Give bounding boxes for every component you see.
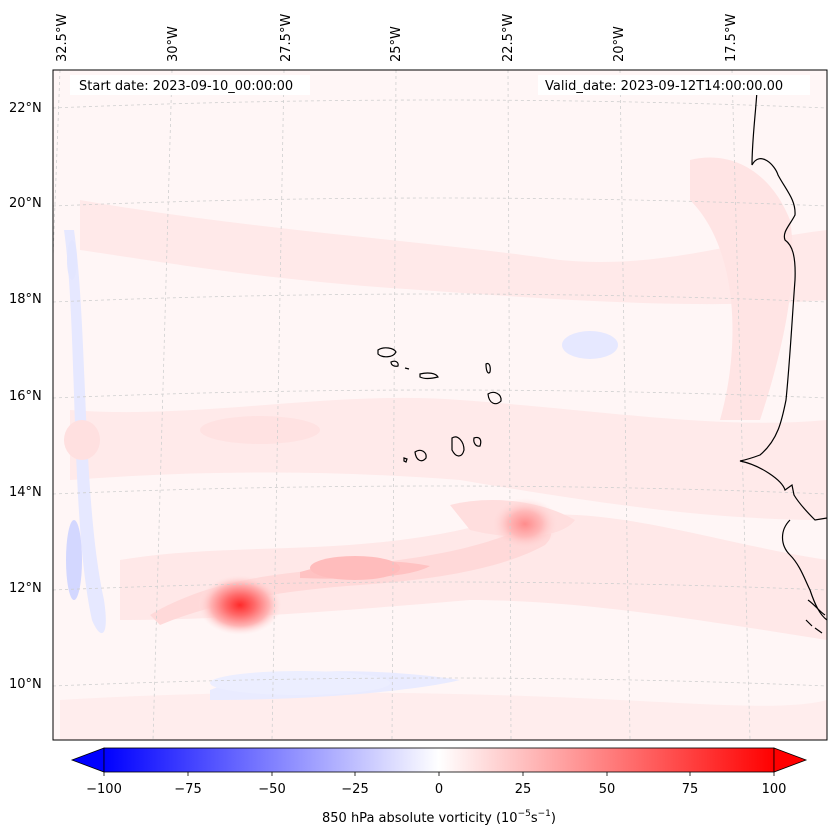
lat-label: 14°N xyxy=(9,485,42,500)
island-santiago xyxy=(451,436,465,457)
colorbar-low-extension xyxy=(70,747,105,773)
island-santa-luzia xyxy=(404,367,410,370)
colorbar-tick-label: −50 xyxy=(258,782,285,797)
lat-label: 20°N xyxy=(9,196,42,211)
africa-coastline xyxy=(739,89,827,521)
island-fogo xyxy=(414,449,427,462)
lat-label: 18°N xyxy=(9,292,42,307)
valid-date-box xyxy=(538,75,810,95)
lat-label: 16°N xyxy=(9,389,42,404)
colorbar-gradient xyxy=(103,747,775,773)
lon-label: 20°W xyxy=(612,26,627,62)
lat-label: 10°N xyxy=(9,677,42,692)
colorbar-tick-label: 50 xyxy=(599,782,616,797)
lon-label: 27.5°W xyxy=(279,14,294,62)
colorbar-tick-label: 25 xyxy=(515,782,532,797)
island-maio xyxy=(473,436,482,447)
colorbar-tick-label: 100 xyxy=(762,782,787,797)
lon-label: 32.5°W xyxy=(55,14,70,62)
lon-label: 25°W xyxy=(389,26,404,62)
island-santo-antao xyxy=(377,347,397,358)
lat-label: 12°N xyxy=(9,581,42,596)
island-boa-vista xyxy=(487,391,502,405)
lon-label: 17.5°W xyxy=(724,14,739,62)
colorbar-tick-label: 75 xyxy=(682,782,699,797)
latitude-labels: 22°N 20°N 18°N 16°N 14°N 12°N 10°N xyxy=(9,101,42,692)
start-date-box xyxy=(70,75,310,95)
vorticity-field xyxy=(53,70,827,740)
valid-date-text: Valid_date: 2023-09-12T14:00:00.00 xyxy=(545,79,783,94)
island-sao-nicolau xyxy=(419,372,439,380)
colorbar-tick-label: 0 xyxy=(435,782,443,797)
map-border xyxy=(52,69,828,741)
colorbar-high-extension xyxy=(773,747,808,773)
guinea-bissau-islands xyxy=(805,599,826,634)
lat-label: 22°N xyxy=(9,101,42,116)
colorbar-title: 850 hPa absolute vorticity (10−5s−1) xyxy=(322,809,556,826)
lon-label: 30°W xyxy=(166,26,181,62)
longitude-labels: 32.5°W 30°W 27.5°W 25°W 22.5°W 20°W 17.5… xyxy=(55,14,739,62)
island-brava xyxy=(403,457,408,463)
start-date-text: Start date: 2023-09-10_00:00:00 xyxy=(79,79,293,94)
colorbar-tick-label: −25 xyxy=(341,782,368,797)
graticule xyxy=(53,70,827,740)
island-sal xyxy=(485,362,491,374)
coastlines xyxy=(377,89,827,634)
colorbar-tick-label: −100 xyxy=(86,782,122,797)
colorbar-tick-labels: −100 −75 −50 −25 0 25 50 75 100 xyxy=(86,782,786,797)
island-sao-vicente xyxy=(390,360,399,367)
lon-label: 22.5°W xyxy=(501,14,516,62)
colorbar: −100 −75 −50 −25 0 25 50 75 100 850 hPa … xyxy=(70,747,808,826)
colorbar-tick-label: −75 xyxy=(174,782,201,797)
colorbar-ticks xyxy=(103,772,775,776)
